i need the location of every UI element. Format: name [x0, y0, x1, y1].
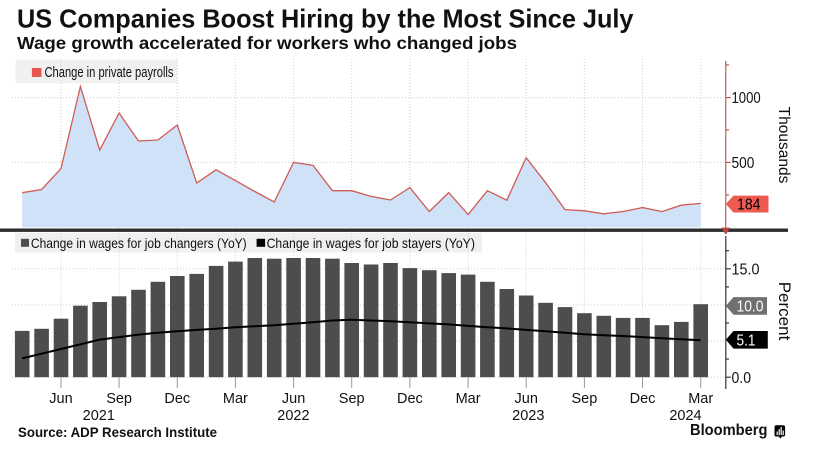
svg-text:0.0: 0.0 — [732, 370, 752, 387]
svg-text:Wage growth accelerated for wo: Wage growth accelerated for workers who … — [17, 33, 517, 53]
svg-text:10.0: 10.0 — [737, 298, 764, 315]
svg-text:Jun: Jun — [49, 391, 72, 407]
svg-text:Change in private payrolls: Change in private payrolls — [45, 65, 174, 81]
svg-text:Sep: Sep — [339, 391, 365, 407]
svg-text:Bloomberg: Bloomberg — [690, 422, 768, 439]
svg-text:Jun: Jun — [282, 391, 305, 407]
svg-text:Jun: Jun — [515, 391, 538, 407]
svg-text:2023: 2023 — [512, 408, 544, 424]
svg-text:US Companies Boost Hiring by t: US Companies Boost Hiring by the Most Si… — [17, 4, 634, 34]
svg-text:Mar: Mar — [688, 391, 713, 407]
svg-text:Mar: Mar — [223, 391, 248, 407]
svg-text:Sep: Sep — [106, 391, 132, 407]
svg-text:2021: 2021 — [83, 408, 115, 424]
svg-text:15.0: 15.0 — [732, 261, 760, 278]
svg-text:Dec: Dec — [630, 391, 656, 407]
svg-text:Dec: Dec — [164, 391, 190, 407]
svg-text:1000: 1000 — [732, 90, 761, 107]
svg-text:5.1: 5.1 — [737, 332, 756, 349]
svg-text:Thousands: Thousands — [775, 107, 792, 184]
svg-text:Percent: Percent — [775, 282, 794, 341]
svg-text:Sep: Sep — [571, 391, 597, 407]
svg-text:Dec: Dec — [397, 391, 423, 407]
svg-text:Change in wages for job stayer: Change in wages for job stayers (YoY) — [267, 236, 475, 251]
svg-text:Source: ADP Research Institute: Source: ADP Research Institute — [18, 424, 217, 440]
svg-text:500: 500 — [732, 155, 755, 172]
svg-text:Change in wages for job change: Change in wages for job changers (YoY) — [31, 236, 247, 251]
svg-text:2024: 2024 — [669, 408, 701, 424]
svg-text:2022: 2022 — [277, 408, 309, 424]
svg-text:Mar: Mar — [456, 391, 481, 407]
svg-text:184: 184 — [737, 197, 761, 214]
